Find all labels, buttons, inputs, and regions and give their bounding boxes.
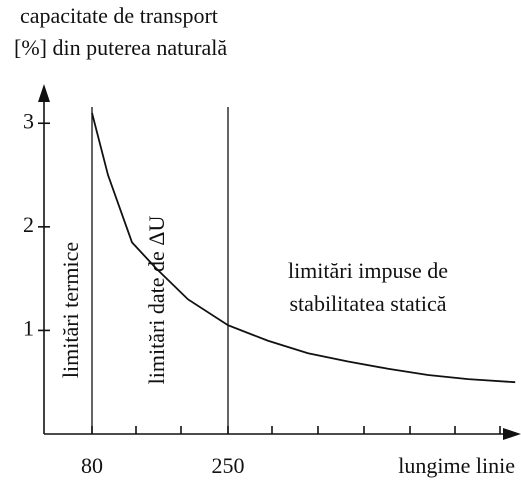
x-axis-label: lungime linie [398,453,515,478]
curve [91,112,516,384]
y-tick-label: 3 [23,108,34,133]
y-axis-label: capacitate de transport [20,3,218,28]
annotation: limitări termice [58,242,83,378]
y-tick-label: 2 [23,212,34,237]
x-tick-label: 80 [81,453,103,478]
y-axis-label: [%] din puterea naturală [14,35,227,60]
annotation: limitări date de ΔU [144,216,169,385]
x-tick-label: 250 [212,453,245,478]
annotation: limitări impuse de [288,258,448,283]
minor-ticks [135,426,501,434]
y-tick-label: 1 [23,315,34,340]
annotation: stabilitatea statică [290,291,447,316]
x-arrow [503,428,521,440]
y-arrow [38,84,50,102]
